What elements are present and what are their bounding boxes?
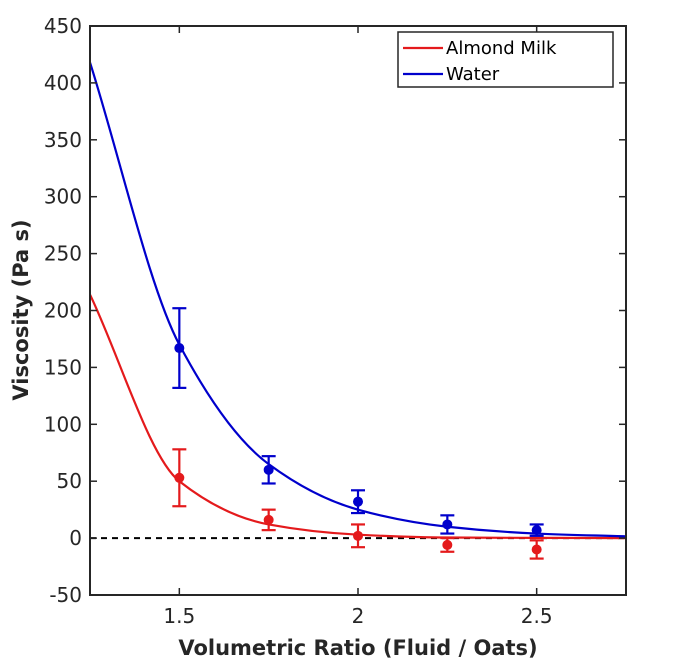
data-point-series-1-4 — [529, 523, 544, 537]
marker — [263, 514, 274, 525]
plot-area — [90, 26, 626, 595]
fit-curves — [90, 62, 626, 540]
data-point-series-1-2 — [351, 489, 365, 515]
legend-label-series-1: Water — [446, 64, 500, 85]
y-tick-label: 150 — [44, 355, 82, 379]
y-tick-label: 450 — [44, 14, 82, 38]
marker — [353, 530, 363, 541]
y-axis-title: Viscosity (Pa s) — [9, 219, 33, 400]
x-tick-label: 2 — [352, 604, 365, 628]
marker — [174, 472, 185, 483]
y-tick-label: 0 — [69, 526, 82, 550]
marker — [263, 464, 274, 475]
marker — [442, 539, 453, 550]
x-tick-label: 1.5 — [163, 604, 195, 628]
x-tick-label: 2.5 — [521, 604, 553, 628]
y-tick-label: 200 — [44, 299, 82, 323]
legend-box — [397, 31, 614, 88]
data-point-series-1-1 — [261, 455, 276, 485]
fit-curve-series-0 — [90, 294, 626, 540]
data-point-series-1-3 — [440, 514, 455, 535]
marker — [531, 544, 542, 555]
y-tick-label: 350 — [44, 128, 82, 152]
marker — [174, 343, 185, 354]
marker — [442, 519, 453, 530]
data-points — [172, 307, 544, 560]
data-point-series-0-2 — [351, 523, 365, 549]
y-tick-label: 100 — [44, 412, 82, 436]
marker — [531, 525, 542, 536]
y-tick-label: 300 — [44, 185, 82, 209]
data-point-series-0-3 — [440, 536, 455, 553]
legend-label-series-0: Almond Milk — [446, 38, 557, 59]
y-tick-label: 250 — [44, 242, 82, 266]
ticks: 1.5 2 2.5 -50 0 50 100 150 200 250 300 350 400 450 — [44, 14, 626, 628]
y-tick-label: 400 — [44, 71, 82, 95]
fit-curve-series-1 — [90, 62, 626, 538]
data-point-series-0-1 — [261, 508, 276, 532]
y-tick-label: 50 — [57, 469, 82, 493]
data-point-series-0-0 — [172, 448, 187, 508]
data-point-series-0-4 — [529, 539, 544, 560]
x-axis-title: Volumetric Ratio (Fluid / Oats) — [178, 636, 537, 660]
marker — [353, 496, 363, 507]
y-tick-label: -50 — [49, 583, 82, 607]
legend: Almond Milk Water — [397, 31, 614, 88]
data-point-series-1-0 — [172, 307, 187, 389]
